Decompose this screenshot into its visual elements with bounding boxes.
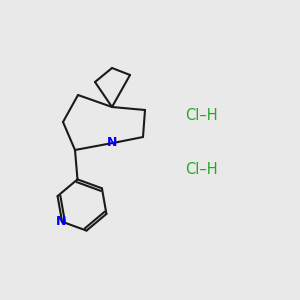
Text: Cl–H: Cl–H bbox=[185, 163, 218, 178]
Text: Cl–H: Cl–H bbox=[185, 107, 218, 122]
Text: N: N bbox=[107, 136, 117, 148]
Text: N: N bbox=[56, 215, 66, 228]
